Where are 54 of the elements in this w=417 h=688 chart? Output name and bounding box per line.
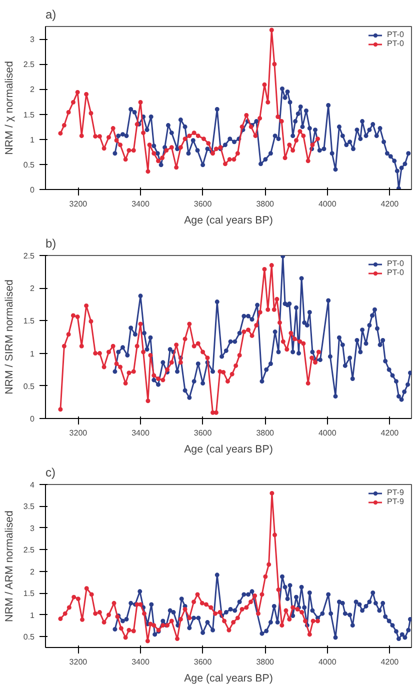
x-tick-label: 3400	[132, 658, 150, 666]
y-tick-label: 3	[30, 35, 36, 44]
y-tick-label: 2.5	[23, 546, 36, 555]
y-tick-label: 1.5	[23, 316, 36, 326]
y-tick-label: 1	[30, 135, 36, 144]
y-tick-label: 0.5	[23, 160, 36, 170]
legend-label: PT-9	[387, 488, 405, 497]
y-tick-label: 0	[30, 186, 36, 194]
x-tick-label: 4000	[318, 428, 337, 438]
y-axis-title: NRM / χ normalised	[3, 61, 16, 155]
legend-label: PT-0	[387, 39, 405, 48]
y-tick-label: 0	[30, 414, 36, 424]
y-tick-label: 2.5	[23, 252, 36, 260]
x-tick-label: 4200	[380, 428, 400, 438]
y-tick-label: 1.5	[23, 110, 36, 120]
x-tick-label: 3600	[194, 428, 212, 438]
x-axis-title: Age (cal years BP)	[184, 214, 273, 226]
y-tick-label: 3	[30, 524, 36, 533]
x-axis-title: Age (cal years BP)	[184, 444, 273, 456]
x-tick-label: 3800	[256, 200, 275, 208]
y-tick-label: 1	[30, 610, 36, 620]
chart-title: b)	[46, 236, 56, 250]
y-axis-title: NRM / SIRM normalised	[3, 279, 16, 394]
y-tick-label: 2	[30, 567, 36, 576]
x-tick-label: 3200	[69, 200, 88, 208]
y-tick-label: 1.5	[23, 589, 36, 598]
x-tick-label: 4200	[380, 200, 400, 208]
y-tick-label: 2	[30, 85, 36, 94]
x-tick-label: 3400	[132, 200, 150, 208]
x-tick-label: 4000	[318, 658, 337, 666]
y-tick-label: 1	[30, 349, 36, 358]
x-tick-label: 3800	[256, 428, 275, 438]
x-tick-label: 3600	[194, 658, 212, 666]
y-tick-label: 0.5	[23, 632, 36, 642]
x-tick-label: 3200	[69, 658, 88, 666]
legend-label: PT-9	[387, 497, 405, 506]
x-tick-label: 3600	[194, 200, 212, 208]
y-tick-label: 2	[30, 284, 36, 294]
y-axis-title: NRM / ARM normalised	[3, 510, 16, 622]
x-tick-label: 4000	[318, 200, 337, 208]
x-tick-label: 4200	[380, 658, 400, 666]
y-tick-label: 4	[30, 480, 36, 490]
legend-label: PT-0	[387, 259, 405, 268]
chart-title: a)	[46, 8, 56, 22]
x-axis-title: Age (cal years BP)	[184, 672, 273, 684]
x-tick-label: 3400	[132, 428, 150, 438]
legend-label: PT-0	[387, 30, 405, 39]
legend-label: PT-0	[387, 268, 405, 277]
x-tick-label: 3800	[256, 658, 275, 666]
x-tick-label: 3200	[69, 428, 88, 438]
y-tick-label: 0.5	[23, 382, 36, 391]
y-tick-label: 3.5	[23, 502, 36, 512]
chart-title: c)	[46, 466, 56, 480]
y-tick-label: 2.5	[23, 60, 36, 70]
